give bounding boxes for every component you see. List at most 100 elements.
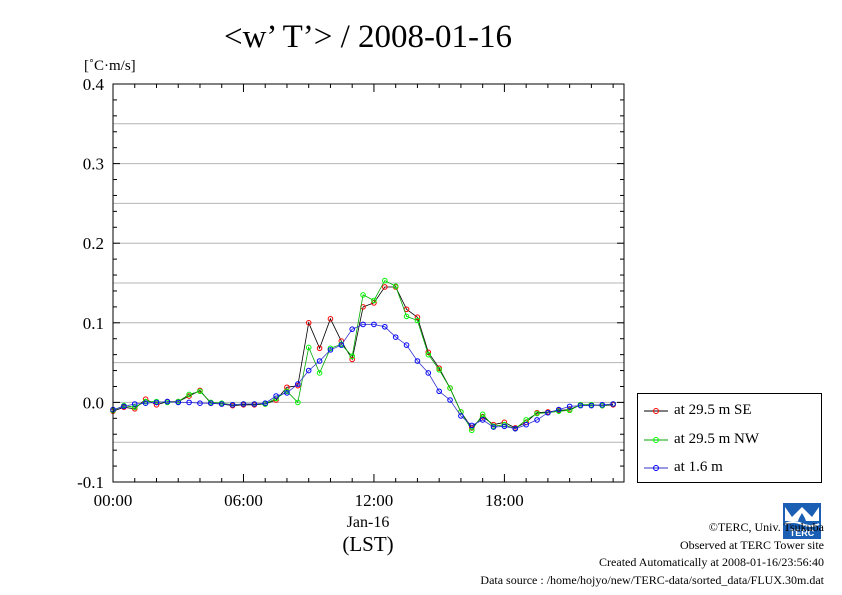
data-point — [425, 351, 432, 358]
legend-label-se: at 29.5 m SE — [674, 402, 752, 418]
data-point — [382, 277, 388, 284]
footer-site: Observed at TERC Tower site — [679, 537, 824, 552]
data-point — [305, 367, 312, 374]
x-axis-label: (LST) — [342, 532, 393, 556]
legend-item-1-6m: at 1.6 m — [644, 457, 723, 477]
data-point — [327, 316, 334, 322]
footer-source: Data source : /home/hojyo/new/TERC-data/… — [480, 572, 824, 587]
y-tick-label: 0.0 — [83, 393, 104, 412]
data-point — [349, 356, 355, 363]
terc-logo: TERC — [783, 503, 821, 544]
legend-item-se: at 29.5 m SE — [644, 400, 752, 420]
data-point — [523, 421, 529, 428]
x-tick-label: 06:00 — [224, 491, 263, 510]
footer-created: Created Automatically at 2008-01-16/23:5… — [599, 555, 824, 569]
data-point — [403, 313, 410, 320]
series-line — [112, 286, 614, 429]
data-point — [566, 407, 573, 414]
data-point — [349, 353, 355, 360]
data-point — [316, 358, 323, 364]
x-tick-label: 00:00 — [94, 491, 133, 510]
data-point — [555, 406, 562, 413]
series-layer — [110, 277, 616, 434]
data-point — [229, 401, 236, 408]
series-line — [112, 323, 614, 430]
data-point — [479, 411, 486, 418]
data-point — [566, 403, 573, 410]
data-point — [327, 347, 334, 353]
data-point — [197, 388, 203, 395]
x-tick-label: 18:00 — [485, 491, 524, 510]
plot-frame — [112, 83, 625, 483]
data-point — [360, 292, 366, 298]
data-point — [338, 342, 345, 348]
y-axis-label: [˚C·m/s] — [84, 58, 136, 74]
data-point — [534, 417, 540, 423]
data-point — [305, 344, 312, 351]
data-point — [512, 425, 519, 432]
data-point — [360, 321, 366, 328]
legend-swatch-nw — [644, 436, 668, 443]
data-point — [240, 401, 247, 407]
series-1 — [110, 277, 616, 434]
data-point — [164, 398, 171, 405]
data-point — [186, 399, 192, 406]
data-point — [197, 400, 203, 406]
data-point — [371, 321, 377, 328]
data-point — [382, 284, 388, 290]
data-point — [599, 401, 606, 408]
axis-ticks: -0.1 0.0 0.1 0.2 0.3 0.4 00:00 06:00 12:00 18:00 — [77, 75, 624, 510]
data-point — [175, 399, 182, 406]
x-tick-label: 12:00 — [355, 491, 394, 510]
data-point — [208, 400, 214, 406]
data-point — [284, 390, 290, 396]
footer-info: ©TERC, Univ. Tsukuba Observed at TERC To… — [480, 519, 824, 589]
data-point — [251, 401, 258, 407]
data-point — [349, 326, 355, 332]
data-point — [490, 424, 497, 430]
y-tick-label: -0.1 — [77, 473, 104, 492]
data-point — [479, 417, 486, 423]
legend-label-nw: at 29.5 m NW — [674, 431, 759, 447]
legend-swatch-1-6m — [644, 464, 668, 471]
legend-swatch-se — [644, 407, 668, 414]
footer-copyright: ©TERC, Univ. Tsukuba — [708, 520, 824, 534]
data-point — [316, 370, 323, 376]
data-point — [534, 410, 540, 417]
data-point — [295, 399, 301, 406]
y-tick-label: 0.4 — [83, 75, 105, 94]
data-point — [284, 384, 290, 391]
legend-item-nw: at 29.5 m NW — [644, 429, 759, 449]
data-point — [392, 283, 399, 289]
svg-text:TERC: TERC — [790, 528, 815, 538]
y-tick-label: 0.1 — [83, 314, 104, 333]
data-point — [131, 401, 138, 407]
data-point — [273, 393, 279, 399]
data-point — [447, 385, 453, 391]
data-point — [262, 400, 269, 406]
data-point — [295, 381, 301, 387]
data-point — [142, 400, 149, 406]
x-date-label: Jan-16 — [347, 514, 390, 531]
data-point — [501, 423, 508, 430]
data-point — [425, 370, 432, 376]
data-point — [153, 399, 160, 406]
y-tick-label: 0.3 — [83, 155, 104, 174]
data-point — [414, 314, 421, 321]
data-point — [468, 422, 475, 429]
series-0 — [110, 284, 616, 431]
data-point — [414, 358, 421, 364]
data-point — [545, 409, 551, 416]
terc-logo-icon: TERC — [783, 503, 821, 539]
data-point — [403, 342, 410, 348]
data-point — [436, 388, 442, 395]
data-point — [458, 413, 464, 419]
data-point — [414, 317, 421, 324]
data-point — [371, 297, 377, 304]
chart-title: <w’ T’> / 2008-01-16 — [224, 19, 512, 55]
data-point — [186, 391, 192, 398]
data-point — [447, 397, 453, 403]
data-point — [382, 323, 388, 330]
data-point — [131, 404, 138, 410]
